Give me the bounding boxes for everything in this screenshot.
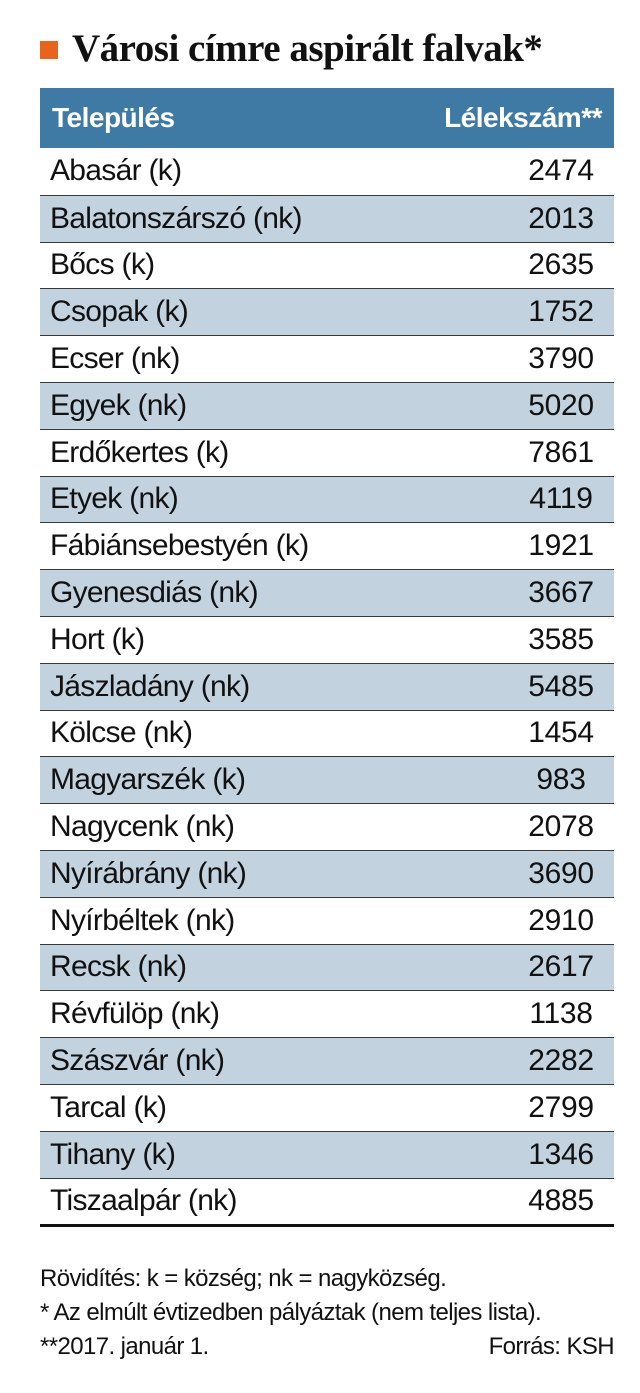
footnote-applied: * Az elmúlt évtizedben pályáztak (nem te… bbox=[40, 1299, 542, 1326]
table-row: Nyírbéltek (nk) 2910 bbox=[40, 896, 614, 944]
table-row: Tihany (k) 1346 bbox=[40, 1130, 614, 1178]
cell-population: 1454 bbox=[528, 716, 594, 750]
cell-population: 1346 bbox=[528, 1137, 594, 1171]
title-square-icon bbox=[40, 41, 58, 59]
table-row: Egyek (nk) 5020 bbox=[40, 381, 614, 429]
table-row: Balatonszárszó (nk) 2013 bbox=[40, 194, 614, 242]
cell-settlement-name: Erdőkertes (k) bbox=[50, 435, 229, 469]
cell-population: 3790 bbox=[528, 342, 594, 376]
cell-population: 3667 bbox=[528, 576, 594, 610]
cell-settlement-name: Magyarszék (k) bbox=[50, 763, 246, 797]
cell-settlement-name: Egyek (nk) bbox=[50, 388, 187, 422]
cell-population: 2078 bbox=[528, 810, 594, 844]
footnote-abbreviations: Rövidítés: k = község; nk = nagyközség. bbox=[40, 1265, 447, 1292]
table-row: Hort (k) 3585 bbox=[40, 615, 614, 663]
cell-population: 7861 bbox=[528, 435, 594, 469]
cell-settlement-name: Tarcal (k) bbox=[50, 1090, 167, 1124]
cell-population: 3585 bbox=[528, 622, 594, 656]
cell-population: 2474 bbox=[528, 154, 594, 188]
table-body: Abasár (k) 2474 Balatonszárszó (nk) 2013 Bőc… bbox=[40, 148, 614, 1228]
cell-settlement-name: Jászladány (nk) bbox=[50, 669, 250, 703]
cell-settlement-name: Recsk (nk) bbox=[50, 950, 187, 984]
cell-settlement-name: Csopak (k) bbox=[50, 295, 189, 329]
title-row: Városi címre aspirált falvak* bbox=[40, 22, 543, 74]
column-header-population: Lélekszám** bbox=[444, 102, 602, 133]
cell-population: 3690 bbox=[528, 856, 594, 890]
footnote-source: Forrás: KSH bbox=[488, 1333, 615, 1360]
cell-population: 1921 bbox=[528, 529, 594, 563]
table-row: Szászvár (nk) 2282 bbox=[40, 1037, 614, 1084]
cell-settlement-name: Révfülöp (nk) bbox=[50, 997, 220, 1031]
cell-population: 2910 bbox=[528, 903, 594, 937]
cell-population: 2799 bbox=[528, 1090, 594, 1124]
table-row: Nagycenk (nk) 2078 bbox=[40, 803, 614, 850]
cell-settlement-name: Ecser (nk) bbox=[50, 342, 180, 376]
page-title: Városi címre aspirált falvak* bbox=[72, 26, 543, 70]
cell-population: 983 bbox=[536, 763, 586, 797]
table-row: Magyarszék (k) 983 bbox=[40, 756, 614, 804]
table-header: Település Lélekszám** bbox=[40, 88, 614, 148]
table-row: Bőcs (k) 2635 bbox=[40, 241, 614, 289]
cell-settlement-name: Tihany (k) bbox=[50, 1137, 176, 1171]
cell-population: 5485 bbox=[528, 669, 594, 703]
table-row: Révfülöp (nk) 1138 bbox=[40, 990, 614, 1037]
cell-settlement-name: Kölcse (nk) bbox=[50, 716, 193, 750]
footnotes: Rövidítés: k = község; nk = nagyközség. … bbox=[40, 1262, 615, 1364]
population-table: Település Lélekszám** Abasár (k) 2474 Bala… bbox=[40, 88, 614, 1228]
cell-settlement-name: Szászvár (nk) bbox=[50, 1044, 225, 1078]
cell-population: 1138 bbox=[529, 997, 593, 1031]
table-row: Abasár (k) 2474 bbox=[40, 148, 614, 195]
cell-population: 2617 bbox=[528, 950, 594, 984]
table-row: Gyenesdiás (nk) 3667 bbox=[40, 569, 614, 616]
cell-settlement-name: Nyírábrány (nk) bbox=[50, 856, 247, 890]
table-row: Nyírábrány (nk) 3690 bbox=[40, 849, 614, 897]
table-row: Fábiánsebestyén (k) 1921 bbox=[40, 522, 614, 569]
cell-population: 2013 bbox=[528, 201, 594, 235]
table-row: Csopak (k) 1752 bbox=[40, 288, 614, 336]
footnote-date: **2017. január 1. bbox=[40, 1333, 209, 1360]
cell-settlement-name: Tiszaalpár (nk) bbox=[50, 1184, 237, 1218]
table-row: Kölcse (nk) 1454 bbox=[40, 709, 614, 757]
table-row: Etyek (nk) 4119 bbox=[40, 475, 614, 523]
cell-settlement-name: Gyenesdiás (nk) bbox=[50, 576, 259, 610]
cell-settlement-name: Nagycenk (nk) bbox=[50, 810, 235, 844]
table-row: Tiszaalpár (nk) 4885 bbox=[40, 1177, 614, 1225]
cell-population: 4119 bbox=[529, 482, 593, 516]
cell-population: 2635 bbox=[528, 248, 594, 282]
cell-settlement-name: Hort (k) bbox=[50, 622, 145, 656]
footnote-last-line: **2017. január 1. Forrás: KSH bbox=[40, 1330, 615, 1364]
cell-population: 2282 bbox=[528, 1044, 594, 1078]
cell-population: 1752 bbox=[528, 295, 594, 329]
cell-settlement-name: Nyírbéltek (nk) bbox=[50, 903, 235, 937]
table-row: Erdőkertes (k) 7861 bbox=[40, 428, 614, 476]
table-row: Tarcal (k) 2799 bbox=[40, 1083, 614, 1131]
cell-settlement-name: Bőcs (k) bbox=[50, 248, 155, 282]
cell-settlement-name: Etyek (nk) bbox=[50, 482, 179, 516]
cell-settlement-name: Fábiánsebestyén (k) bbox=[50, 529, 309, 563]
cell-settlement-name: Balatonszárszó (nk) bbox=[50, 201, 303, 235]
table-row: Recsk (nk) 2617 bbox=[40, 943, 614, 991]
cell-population: 4885 bbox=[528, 1184, 594, 1218]
table-row: Ecser (nk) 3790 bbox=[40, 335, 614, 382]
cell-population: 5020 bbox=[528, 388, 594, 422]
table-row: Jászladány (nk) 5485 bbox=[40, 662, 614, 710]
cell-settlement-name: Abasár (k) bbox=[50, 154, 182, 188]
column-header-name: Település bbox=[52, 102, 175, 133]
